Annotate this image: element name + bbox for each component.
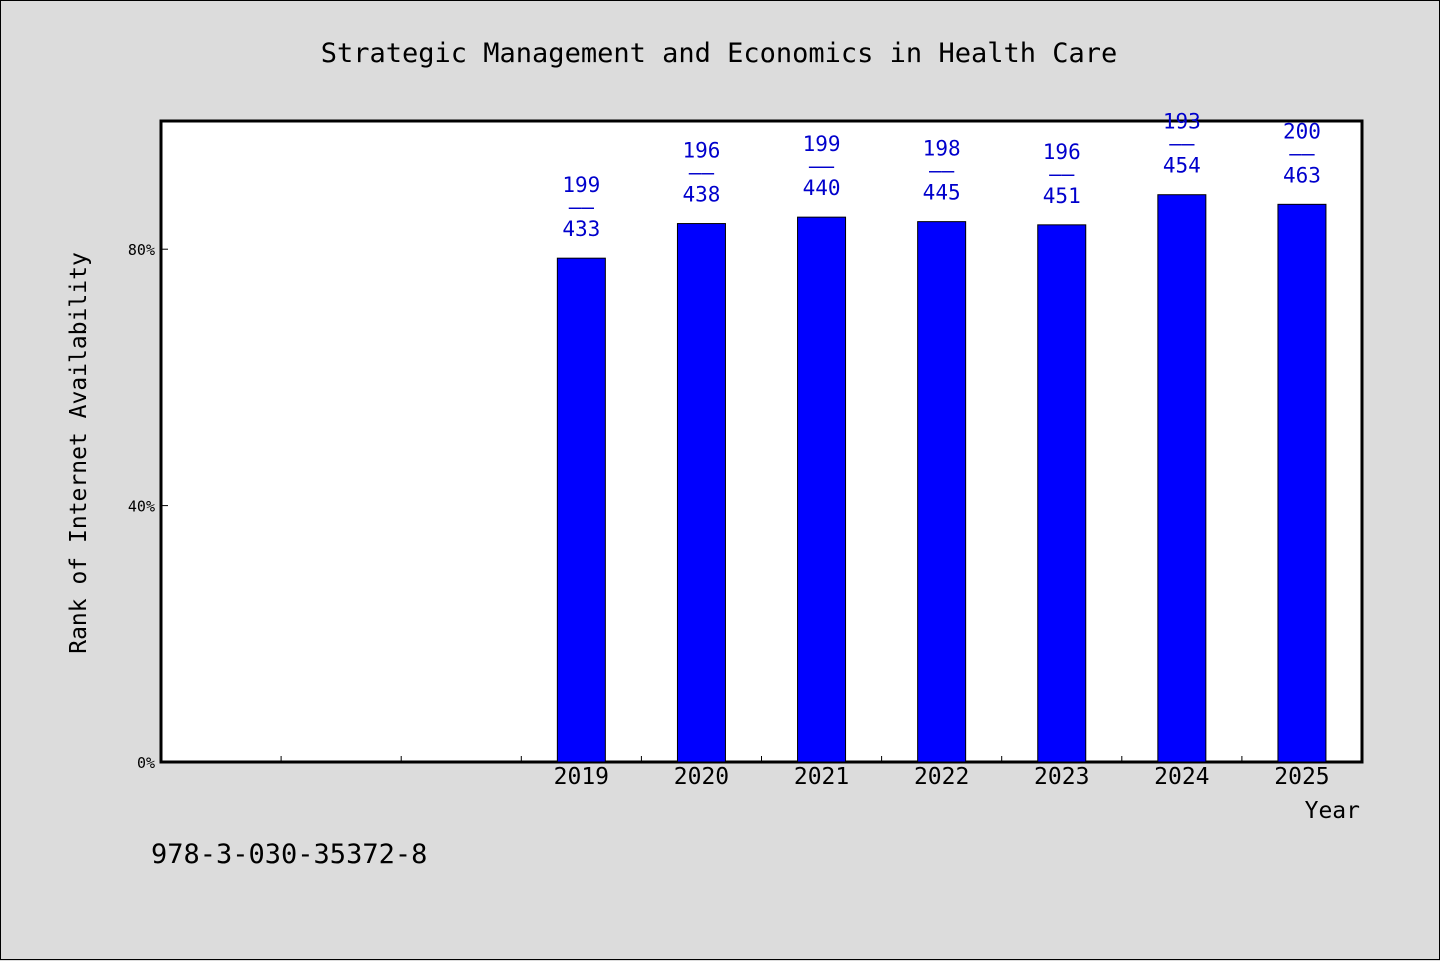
x-tick-label-2024: 2024: [1154, 764, 1209, 790]
data-label-bottom: 451: [1043, 184, 1081, 208]
data-label-bottom: 433: [562, 217, 600, 241]
data-label-top: 196: [682, 139, 720, 163]
data-label-top: 193: [1163, 110, 1201, 134]
data-label-bottom: 454: [1163, 154, 1201, 178]
y-axis-label: Rank of Internet Availability: [66, 252, 92, 654]
bar-2021: [797, 216, 847, 763]
y-tick-label: 0%: [137, 754, 155, 772]
x-tick-label-2019: 2019: [554, 764, 609, 790]
data-label-bottom: 445: [923, 181, 961, 205]
bar-2020: [676, 223, 726, 763]
bar-2024: [1157, 194, 1207, 763]
data-label-separator: ——: [689, 161, 715, 185]
y-tick-label: 40%: [128, 498, 155, 516]
bar-data-labels: 199——433196——438199——440198——445196——451…: [562, 110, 1321, 241]
chart-title: Strategic Management and Economics in He…: [321, 38, 1118, 69]
data-label-separator: ——: [809, 154, 835, 178]
data-label-separator: ——: [1169, 132, 1195, 156]
data-label-top: 199: [562, 173, 600, 197]
data-label-top: 200: [1283, 119, 1321, 143]
data-label-separator: ——: [569, 195, 595, 219]
data-label-bottom: 440: [803, 176, 841, 200]
bar-2023: [1037, 224, 1087, 763]
isbn-text: 978-3-030-35372-8: [151, 839, 427, 870]
data-label-separator: ——: [1289, 141, 1315, 165]
x-axis-label: Year: [1305, 798, 1360, 824]
x-axis-tick-labels: 2019 2020 2021 2022 2023 2024 2025: [554, 764, 1330, 790]
bar-2019: [556, 257, 606, 763]
y-axis-ticks: 0% 40% 80%: [128, 241, 168, 772]
data-label-separator: ——: [929, 159, 955, 183]
x-tick-label-2025: 2025: [1274, 764, 1329, 790]
bars-group: [556, 194, 1327, 763]
bar-2025: [1277, 203, 1327, 763]
x-axis-ticks: [280, 756, 1243, 762]
data-label-top: 199: [803, 132, 841, 156]
data-label-separator: ——: [1049, 162, 1075, 186]
data-label-top: 196: [1043, 140, 1081, 164]
x-tick-label-2022: 2022: [914, 764, 969, 790]
data-label-bottom: 463: [1283, 163, 1321, 187]
x-tick-label-2023: 2023: [1034, 764, 1089, 790]
bar-2022: [917, 221, 967, 763]
x-tick-label-2020: 2020: [674, 764, 729, 790]
x-tick-label-2021: 2021: [794, 764, 849, 790]
data-label-bottom: 438: [682, 183, 720, 207]
data-label-top: 198: [923, 137, 961, 161]
y-tick-label: 80%: [128, 241, 155, 259]
